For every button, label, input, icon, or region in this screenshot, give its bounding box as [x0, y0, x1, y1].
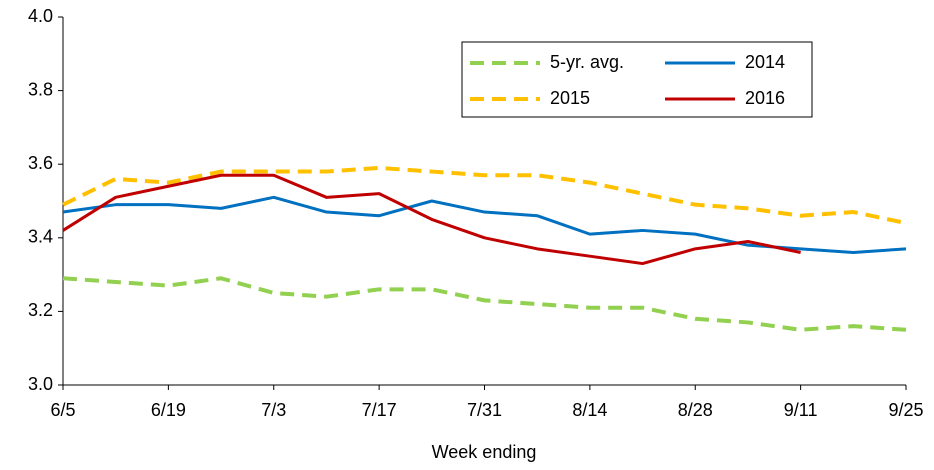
- series-line: [62, 173, 801, 266]
- y-tick-label: 3.4: [28, 227, 53, 247]
- legend-box: [461, 41, 813, 118]
- legend-label: 2016: [745, 88, 785, 108]
- y-tick-label: 3.8: [28, 79, 53, 99]
- series-line: [62, 195, 907, 255]
- x-tick-label: 9/25: [888, 400, 923, 420]
- series-line: [62, 276, 907, 332]
- y-tick-label: 4.0: [28, 6, 53, 26]
- legend-label: 5-yr. avg.: [550, 52, 624, 72]
- x-tick-label: 7/31: [467, 400, 502, 420]
- x-tick-label: 7/3: [261, 400, 286, 420]
- x-tick-label: 8/28: [678, 400, 713, 420]
- y-tick-label: 3.0: [28, 374, 53, 394]
- x-axis-label: Week ending: [432, 442, 537, 462]
- x-tick-label: 7/17: [362, 400, 397, 420]
- legend-label: 2015: [550, 88, 590, 108]
- x-tick-label: 9/11: [784, 400, 818, 420]
- y-tick-label: 3.2: [28, 300, 53, 320]
- x-tick-label: 8/14: [572, 400, 607, 420]
- y-tick-label: 3.6: [28, 153, 53, 173]
- legend-label: 2014: [745, 52, 785, 72]
- series-line: [62, 165, 907, 226]
- x-tick-label: 6/5: [50, 400, 75, 420]
- x-tick-label: 6/19: [151, 400, 186, 420]
